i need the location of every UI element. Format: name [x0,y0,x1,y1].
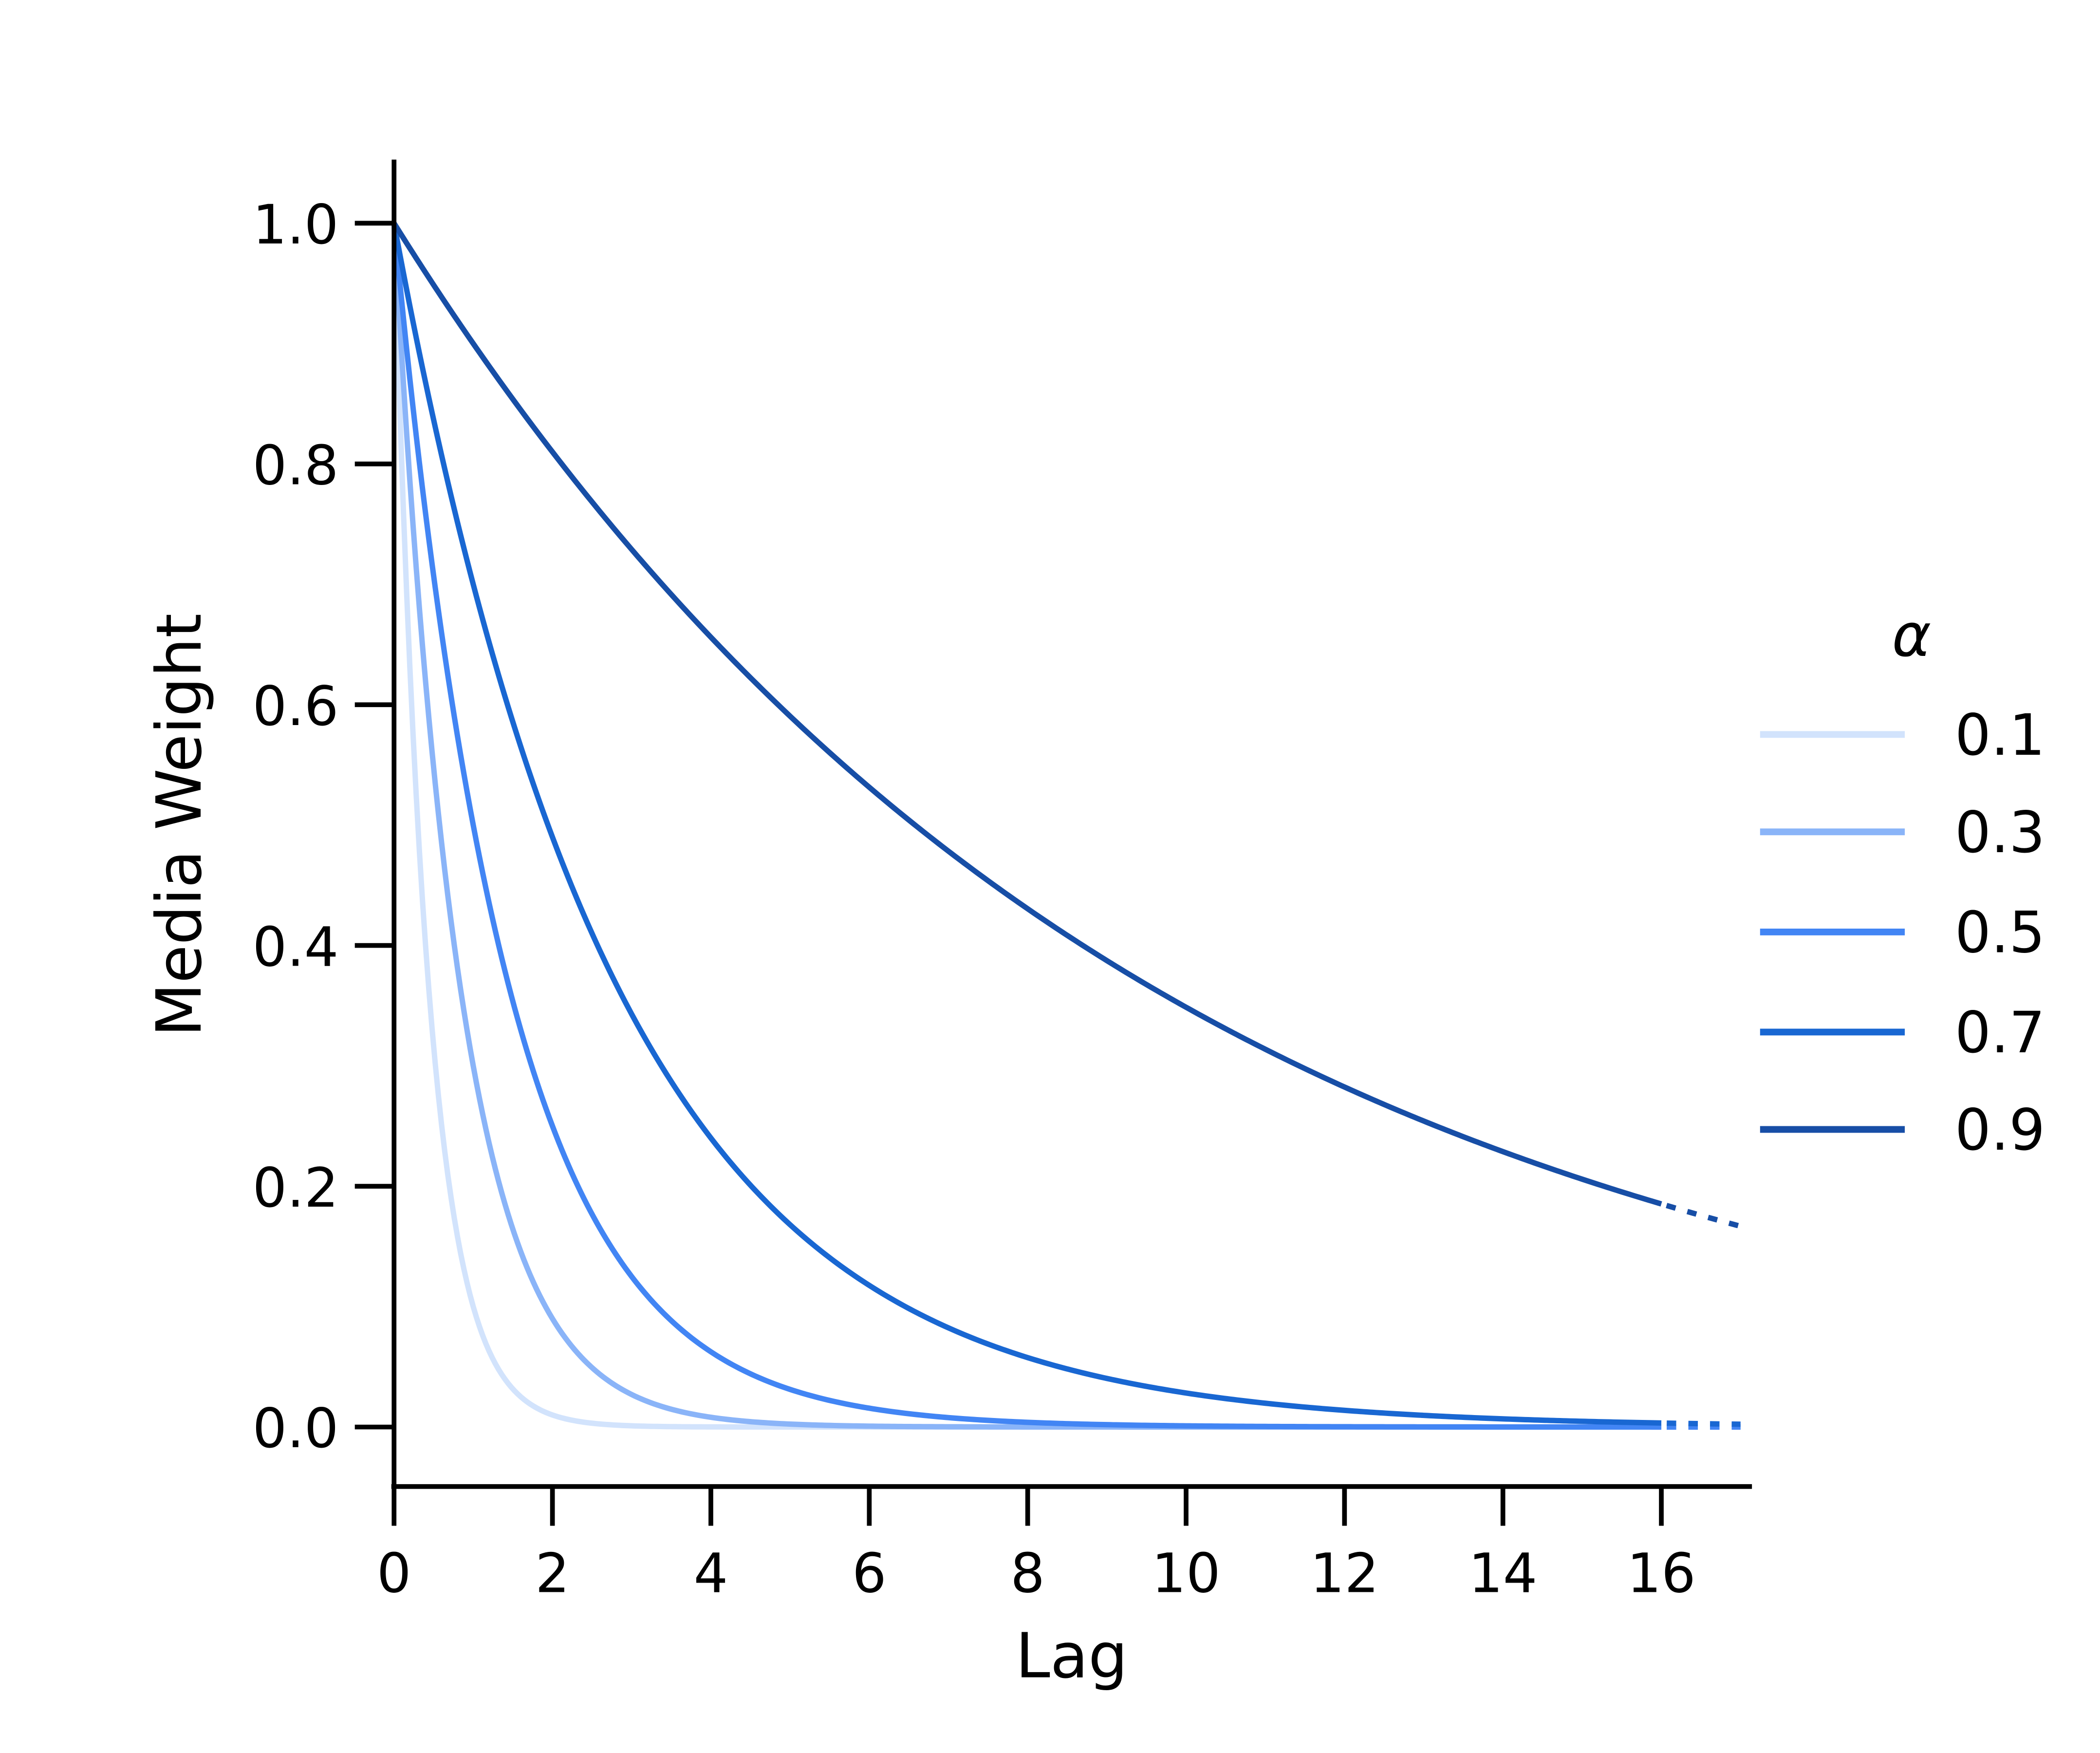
x-axis-label: Lag [1016,1620,1128,1692]
y-tick-label: 1.0 [253,194,339,257]
y-tick-label: 0.8 [253,434,339,497]
x-tick-label: 16 [1627,1542,1695,1605]
series-line-0.7 [391,223,1662,1426]
x-tick-label: 4 [694,1542,728,1605]
series-layer [391,222,1742,1430]
ticks-layer: 0 2 4 6 8 10 12 14 16 0.0 0.2 0.4 0.6 0.8 1.0 [253,194,1696,1605]
legend-label: 0.1 [1955,702,2045,768]
y-axis-label: Media Weight [143,614,216,1037]
legend-label: 0.3 [1955,800,2045,866]
x-tick-label: 14 [1468,1542,1537,1605]
x-tick-label: 8 [1010,1542,1045,1605]
series-line-0.3 [391,223,1662,1430]
legend: α 0.1 0.3 0.5 0.7 0.9 [1760,601,2045,1163]
legend-label: 0.7 [1955,1000,2045,1066]
x-tick-label: 6 [852,1542,887,1605]
series-extrapolation-0.7 [1661,1420,1741,1427]
series-line-0.1 [391,223,1662,1430]
y-tick-label: 0.6 [253,675,339,738]
legend-label: 0.5 [1955,900,2045,966]
x-tick-label: 10 [1152,1542,1220,1605]
series-line-0.9 [391,222,1662,1207]
series-line-0.5 [391,223,1662,1430]
x-tick-label: 2 [535,1542,570,1605]
x-tick-label: 12 [1310,1542,1379,1605]
x-tick-label: 0 [377,1542,411,1605]
series-extrapolation-0.9 [1660,1201,1742,1229]
legend-label: 0.9 [1955,1097,2045,1163]
legend-title: α [1892,601,1932,670]
y-tick-label: 0.2 [253,1157,339,1220]
y-tick-label: 0.4 [253,916,339,979]
y-tick-label: 0.0 [253,1398,339,1460]
